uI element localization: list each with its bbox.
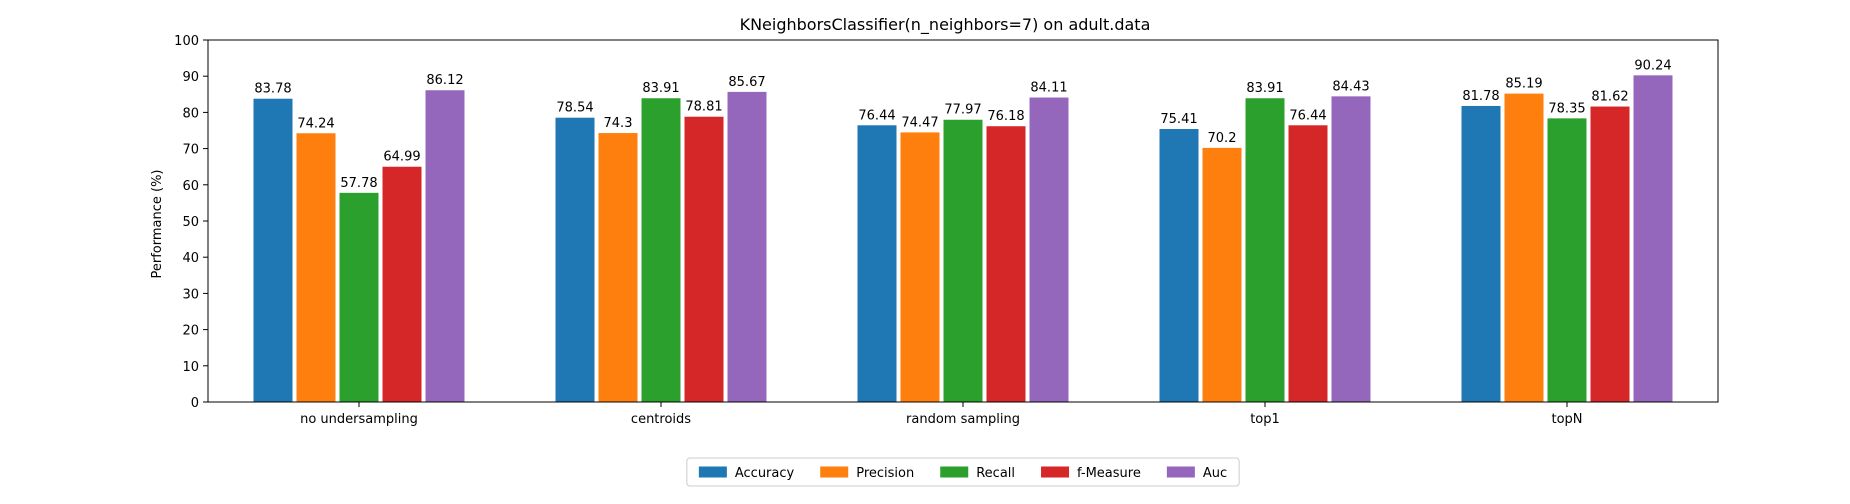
bar	[900, 132, 940, 403]
y-tick-label: 90	[182, 70, 199, 85]
y-tick-label: 0	[191, 396, 199, 411]
data-label: 76.44	[858, 108, 895, 123]
y-tick-label: 70	[182, 143, 199, 158]
bar	[1590, 106, 1630, 403]
plot-area: 83.78 74.24 57.78 64.99 86.12 no undersamplin…	[174, 34, 1719, 427]
data-label: 84.11	[1030, 81, 1067, 96]
x-tick-label: random sampling	[906, 412, 1020, 427]
chart-title: KNeighborsClassifier(n_neighbors=7) on a…	[740, 15, 1151, 35]
bar	[857, 125, 897, 402]
legend-entry: f-Measure	[1077, 466, 1141, 481]
bar	[1288, 125, 1328, 402]
data-label: 86.12	[426, 73, 463, 88]
bar	[1504, 93, 1544, 403]
data-label: 85.19	[1505, 77, 1542, 92]
bar	[1633, 75, 1673, 402]
x-tick-label: top1	[1250, 412, 1280, 427]
x-tick-label: centroids	[631, 412, 691, 427]
data-label: 83.91	[1246, 81, 1283, 96]
data-label: 74.47	[901, 115, 938, 130]
legend-swatch	[1041, 466, 1070, 478]
bar	[684, 116, 724, 403]
data-label: 76.44	[1289, 108, 1326, 123]
legend-entry: Precision	[856, 466, 914, 481]
bar	[727, 91, 767, 402]
legend-swatch	[940, 466, 969, 478]
y-tick-label: 30	[182, 287, 199, 302]
bar	[1245, 98, 1285, 403]
bar	[986, 126, 1026, 403]
legend-entry: Recall	[976, 466, 1015, 481]
bar	[253, 98, 293, 402]
legend-swatch	[698, 466, 727, 478]
x-tick-label: topN	[1551, 412, 1582, 427]
y-tick-label: 80	[182, 106, 199, 121]
data-label: 57.78	[340, 176, 377, 191]
bar	[1547, 118, 1587, 403]
legend-entry: Accuracy	[735, 466, 795, 481]
data-label: 64.99	[383, 150, 420, 165]
bar	[1461, 105, 1501, 403]
data-label: 78.54	[556, 101, 593, 116]
bar	[425, 90, 465, 402]
data-label: 85.67	[728, 75, 765, 90]
y-axis-label: Performance (%)	[150, 169, 165, 278]
bar	[1331, 96, 1371, 402]
data-label: 75.41	[1160, 112, 1197, 127]
x-tick-label: no undersampling	[300, 412, 418, 427]
data-label: 90.24	[1634, 58, 1671, 73]
y-tick-label: 50	[182, 215, 199, 230]
legend-entry: Auc	[1203, 466, 1227, 481]
bar	[382, 166, 422, 402]
data-label: 81.62	[1591, 90, 1628, 105]
bar	[641, 98, 681, 403]
bar	[1029, 97, 1069, 403]
bar	[598, 133, 638, 402]
data-label: 81.78	[1462, 89, 1499, 104]
legend-swatch	[820, 466, 849, 478]
data-label: 84.43	[1332, 79, 1369, 94]
data-label: 78.35	[1548, 101, 1585, 116]
y-tick-label: 20	[182, 324, 199, 339]
bar	[1202, 147, 1242, 402]
plot-frame	[207, 39, 1719, 403]
legend-swatch	[1166, 466, 1195, 478]
legend: Accuracy Precision Recall f-Measure Auc	[686, 457, 1240, 487]
data-label: 77.97	[944, 103, 981, 118]
data-label: 70.2	[1208, 131, 1237, 146]
bar	[339, 192, 379, 402]
bar	[555, 117, 595, 402]
y-tick-label: 60	[182, 179, 199, 194]
data-label: 83.78	[254, 82, 291, 97]
data-label: 83.91	[642, 81, 679, 96]
y-tick-label: 10	[182, 360, 199, 375]
bar	[296, 133, 336, 402]
y-tick-label: 100	[174, 34, 199, 49]
bar	[943, 119, 983, 402]
data-label: 78.81	[685, 100, 722, 115]
bar	[1159, 129, 1199, 402]
data-label: 74.24	[297, 116, 334, 131]
data-label: 76.18	[987, 109, 1024, 124]
data-label: 74.3	[604, 116, 633, 131]
y-tick-label: 40	[182, 251, 199, 266]
